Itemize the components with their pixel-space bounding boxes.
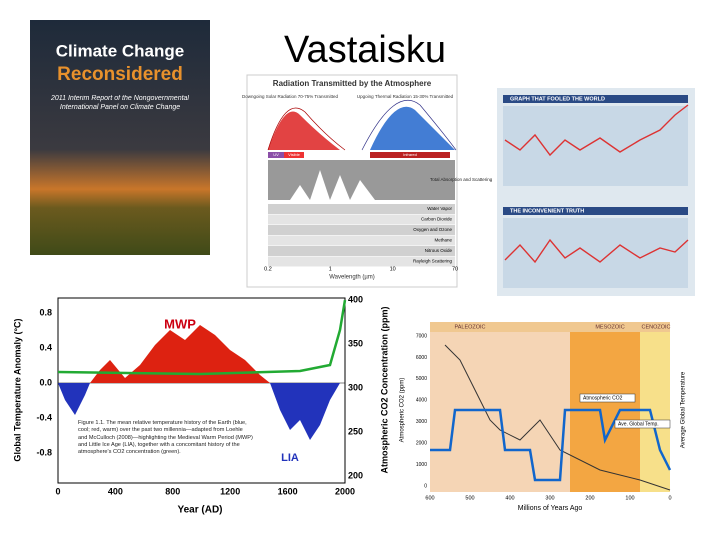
legend-entry: Atmospheric CO2 [583, 395, 623, 401]
y-tick-label: 7000 [416, 333, 427, 339]
x-tick-label: 800 [165, 486, 180, 496]
x-tick-label: 400 [505, 495, 514, 501]
y-tick-label: 0.0 [39, 377, 52, 387]
y2-tick-label: 200 [348, 470, 363, 480]
x-tick-label: 70 [452, 266, 458, 272]
x-tick-label: 200 [585, 495, 594, 501]
gas-label: Rayleigh Scattering [413, 259, 453, 264]
gas-row [268, 235, 455, 246]
y2-axis-label: Average Global Temperature [681, 371, 687, 448]
period-label: MWP [164, 316, 196, 331]
y-tick-label: 0.8 [39, 307, 52, 317]
gas-row [268, 256, 455, 267]
slide-title: Vastaisku [284, 29, 446, 71]
cover-subtitle: 2011 Interim Report of the Nongovernment… [50, 95, 189, 111]
era-labels: PALEOZOIC MESOZOIC CENOZOIC [454, 324, 670, 330]
band-label: UV [273, 152, 279, 157]
y-tick-label: 5000 [416, 376, 427, 382]
cover-title: Climate Change [56, 41, 184, 60]
radiation-note: Upgoing Thermal Radiation 15-30% Transmi… [357, 94, 454, 99]
x-tick-label: 2000 [335, 486, 355, 496]
x-tick-label: 600 [425, 495, 434, 501]
gas-label: Nitrous Oxide [425, 248, 453, 253]
gas-rows: Water Vapor Carbon Dioxide Oxygen and Ozon… [268, 204, 455, 267]
legend-entry: Ave. Global Temp. [618, 421, 659, 427]
y-tick-label: 0.4 [39, 342, 52, 352]
radiation-note: Downgoing Solar Radiation 70-75% Transmi… [242, 94, 339, 99]
gas-label: Water Vapor [427, 206, 452, 211]
x-tick-label: 1 [329, 266, 332, 272]
figure-caption: Figure 1.1. The mean relative temperatur… [78, 420, 253, 457]
gas-label: Oxygen and Ozone [413, 227, 452, 232]
era-label: PALEOZOIC [454, 324, 485, 330]
x-tick-label: 1600 [278, 486, 298, 496]
ticks: 600 500 400 300 200 100 0700060005000400030002… [416, 333, 672, 501]
gas-label: Carbon Dioxide [421, 217, 453, 222]
y-tick-label: 1000 [416, 462, 427, 468]
chart-title: THE INCONVENIENT TRUTH [510, 208, 584, 214]
cover-title: Reconsidered [57, 64, 183, 85]
era-label: CENOZOIC [641, 324, 670, 330]
y2-axis-label: Atmospheric CO2 Concentration (ppm) [379, 306, 389, 473]
y2-tick-label: 300 [348, 382, 363, 392]
radiation-title: Radiation Transmitted by the Atmosphere [273, 79, 432, 88]
book-cover: Climate Change Reconsidered 2011 Interim… [30, 20, 210, 255]
gas-row [268, 204, 455, 214]
x-ticks: 0.2 1 10 70 [264, 266, 458, 272]
x-axis-label: Millions of Years Ago [518, 505, 583, 512]
y-axis-label: Atmospheric CO2 (ppm) [400, 378, 406, 443]
y-tick-label: 3000 [416, 419, 427, 425]
x-tick-label: 1200 [220, 486, 240, 496]
cover-subtitle-box: 2011 Interim Report of the Nongovernment… [50, 95, 189, 111]
band-label: Visible [288, 152, 300, 157]
x-tick-label: 100 [625, 495, 634, 501]
x-axis-label: Year (AD) [177, 505, 222, 516]
temperature-charts: GRAPH THAT FOOLED THE WORLD THE INCONVEN… [497, 88, 695, 296]
co2-chart: PALEOZOIC MESOZOIC CENOZOIC Atmospheric CO… [400, 322, 687, 512]
gas-label: Methane [434, 238, 452, 243]
y-tick-label: 2000 [416, 440, 427, 446]
y-tick-label: -0.8 [36, 447, 52, 457]
y-tick-label: 0 [424, 483, 427, 489]
y2-tick-label: 350 [348, 338, 363, 348]
x-tick-label: 500 [465, 495, 474, 501]
chart-title: GRAPH THAT FOOLED THE WORLD [510, 96, 605, 102]
era-label: MESOZOIC [595, 324, 624, 330]
x-tick-label: 400 [108, 486, 123, 496]
y2-tick-label: 400 [348, 294, 363, 304]
x-tick-label: 10 [390, 266, 396, 272]
y-tick-label: 4000 [416, 398, 427, 404]
mwp-chart: MWP LIA Figure 1.1. The mean relative te… [12, 294, 389, 515]
x-tick-label: 300 [545, 495, 554, 501]
x-axis-label: Wavelength (µm) [329, 275, 375, 281]
y-tick-label: 6000 [416, 355, 427, 361]
gas-row [268, 225, 455, 235]
gas-row [268, 214, 455, 225]
y2-tick-label: 250 [348, 426, 363, 436]
y-tick-label: -0.4 [36, 412, 52, 422]
x-tick-label: 0 [55, 486, 60, 496]
gas-row [268, 246, 455, 256]
radiation-chart: Radiation Transmitted by the Atmosphere … [242, 74, 493, 288]
absorption-label: Total Absorption and Scattering [430, 177, 493, 182]
period-label: LIA [281, 452, 299, 464]
x-tick-label: 0.2 [264, 266, 272, 272]
y-axis-label: Global Temperature Anomaly (°C) [12, 318, 22, 461]
caption-box: Figure 1.1. The mean relative temperatur… [78, 420, 253, 457]
x-tick-label: 0 [668, 495, 671, 501]
band-label: Infrared [403, 152, 417, 157]
